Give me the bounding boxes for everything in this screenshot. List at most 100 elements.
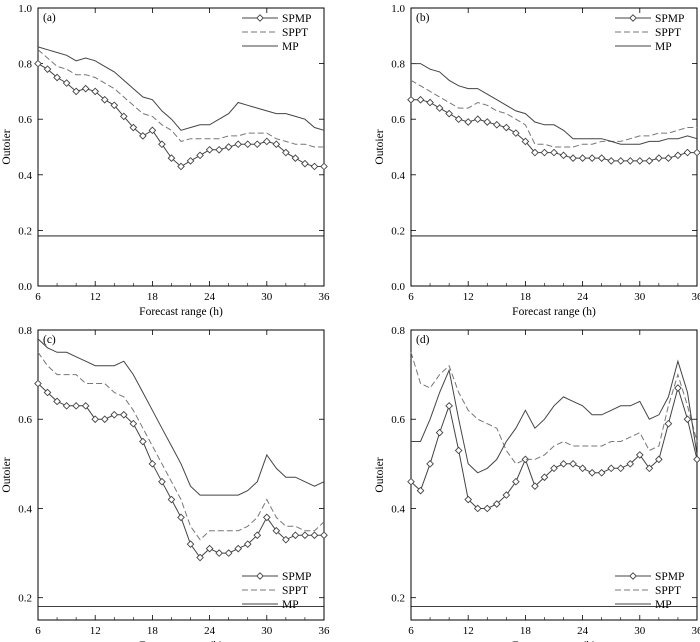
point-spmp bbox=[53, 397, 61, 406]
point-spmp bbox=[177, 162, 185, 171]
point-spmp bbox=[616, 464, 625, 473]
point-spmp bbox=[626, 157, 635, 165]
point-spmp bbox=[512, 129, 520, 137]
point-spmp bbox=[139, 132, 147, 140]
x-tick-label: 18 bbox=[520, 625, 532, 637]
point-spmp bbox=[531, 482, 539, 490]
point-spmp bbox=[34, 379, 42, 388]
series-line-sppt bbox=[410, 352, 698, 465]
point-spmp bbox=[158, 477, 166, 486]
point-spmp bbox=[119, 112, 128, 121]
x-tick-label: 24 bbox=[577, 291, 589, 303]
point-spmp bbox=[693, 148, 700, 157]
legend-marker-spmp bbox=[256, 572, 264, 580]
panel-label: (b) bbox=[416, 12, 430, 24]
legend-label-mp: MP bbox=[655, 41, 672, 53]
point-spmp bbox=[215, 549, 223, 557]
y-tick-label: 1.0 bbox=[18, 3, 32, 15]
point-spmp bbox=[550, 464, 558, 473]
point-spmp bbox=[502, 491, 511, 499]
x-tick-label: 12 bbox=[90, 625, 101, 637]
point-spmp bbox=[272, 140, 281, 149]
point-spmp bbox=[407, 95, 415, 104]
series-line-sppt bbox=[410, 79, 697, 148]
x-tick-label: 12 bbox=[463, 291, 474, 303]
x-tick-label: 18 bbox=[147, 291, 159, 303]
point-spmp bbox=[464, 118, 473, 126]
y-tick-label: 0.6 bbox=[391, 114, 405, 126]
x-axis-title: Forecast range (h) bbox=[139, 306, 223, 318]
panel-a: 6 12 18 24 30 36 0.0 0.2 0.4 0.6 0.8 1.0 Forecast ra… bbox=[1, 3, 330, 318]
y-tick-label: 0.0 bbox=[391, 281, 405, 293]
point-spmp bbox=[215, 145, 223, 154]
y-tick-label: 0.2 bbox=[18, 225, 32, 237]
point-spmp bbox=[597, 468, 606, 477]
legend-label-spmp: SPMP bbox=[655, 13, 684, 25]
x-tick-label: 30 bbox=[261, 625, 273, 637]
point-spmp bbox=[521, 137, 530, 146]
point-spmp bbox=[177, 513, 185, 522]
point-spmp bbox=[674, 151, 682, 160]
point-spmp bbox=[635, 157, 644, 165]
point-spmp bbox=[43, 65, 52, 73]
point-spmp bbox=[186, 540, 195, 548]
plot-frame bbox=[410, 329, 698, 621]
point-spmp bbox=[320, 162, 328, 171]
point-spmp bbox=[53, 73, 61, 82]
point-spmp bbox=[635, 451, 644, 459]
point-spmp bbox=[693, 455, 700, 464]
legend-label-sppt: SPPT bbox=[282, 27, 308, 39]
point-spmp bbox=[645, 157, 654, 165]
point-spmp bbox=[588, 468, 596, 477]
point-spmp bbox=[683, 415, 692, 424]
point-spmp bbox=[148, 460, 157, 468]
point-spmp bbox=[110, 101, 119, 110]
y-tick-label: 0.8 bbox=[18, 59, 32, 71]
y-axis-title: Outoier bbox=[374, 129, 386, 164]
point-spmp bbox=[559, 151, 568, 160]
x-tick-label: 36 bbox=[319, 625, 331, 637]
legend-label-mp: MP bbox=[655, 599, 672, 611]
series-line-mp bbox=[37, 338, 325, 496]
y-tick-label: 0.4 bbox=[391, 503, 405, 515]
y-tick-label: 0.2 bbox=[391, 225, 405, 237]
point-spmp bbox=[81, 402, 90, 410]
point-spmp bbox=[301, 159, 309, 168]
legend: SPMP SPPT MP bbox=[242, 13, 311, 53]
point-spmp bbox=[119, 410, 128, 419]
point-spmp bbox=[243, 140, 252, 149]
legend: SPMP SPPT MP bbox=[615, 571, 684, 611]
point-spmp bbox=[626, 460, 635, 468]
point-spmp bbox=[483, 118, 492, 126]
point-spmp bbox=[512, 477, 520, 486]
x-tick-label: 30 bbox=[634, 625, 646, 637]
point-spmp bbox=[148, 126, 157, 135]
point-spmp bbox=[253, 140, 262, 149]
point-spmp bbox=[301, 531, 309, 540]
point-spmp bbox=[167, 154, 176, 162]
point-spmp bbox=[416, 486, 425, 495]
point-spmp bbox=[81, 84, 90, 93]
x-tick-label: 6 bbox=[408, 291, 414, 303]
x-tick-label: 12 bbox=[90, 291, 101, 303]
point-spmp bbox=[588, 154, 596, 162]
point-spmp bbox=[426, 460, 434, 468]
point-spmp bbox=[454, 115, 463, 124]
point-spmp bbox=[492, 500, 501, 508]
point-spmp bbox=[454, 446, 463, 455]
point-spmp bbox=[616, 157, 625, 165]
point-spmp bbox=[445, 402, 453, 410]
legend-marker-spmp bbox=[629, 14, 637, 22]
point-spmp bbox=[234, 544, 243, 553]
series-line-sppt bbox=[37, 49, 324, 148]
x-tick-label: 6 bbox=[35, 291, 41, 303]
point-spmp bbox=[473, 115, 482, 124]
point-spmp bbox=[62, 402, 71, 410]
series-line-spmp bbox=[37, 63, 324, 168]
x-tick-label: 36 bbox=[319, 291, 331, 303]
y-tick-label: 0.6 bbox=[18, 414, 32, 426]
point-spmp bbox=[139, 437, 147, 446]
point-spmp bbox=[645, 464, 654, 473]
point-spmp bbox=[664, 419, 673, 428]
legend-label-sppt: SPPT bbox=[282, 585, 308, 597]
